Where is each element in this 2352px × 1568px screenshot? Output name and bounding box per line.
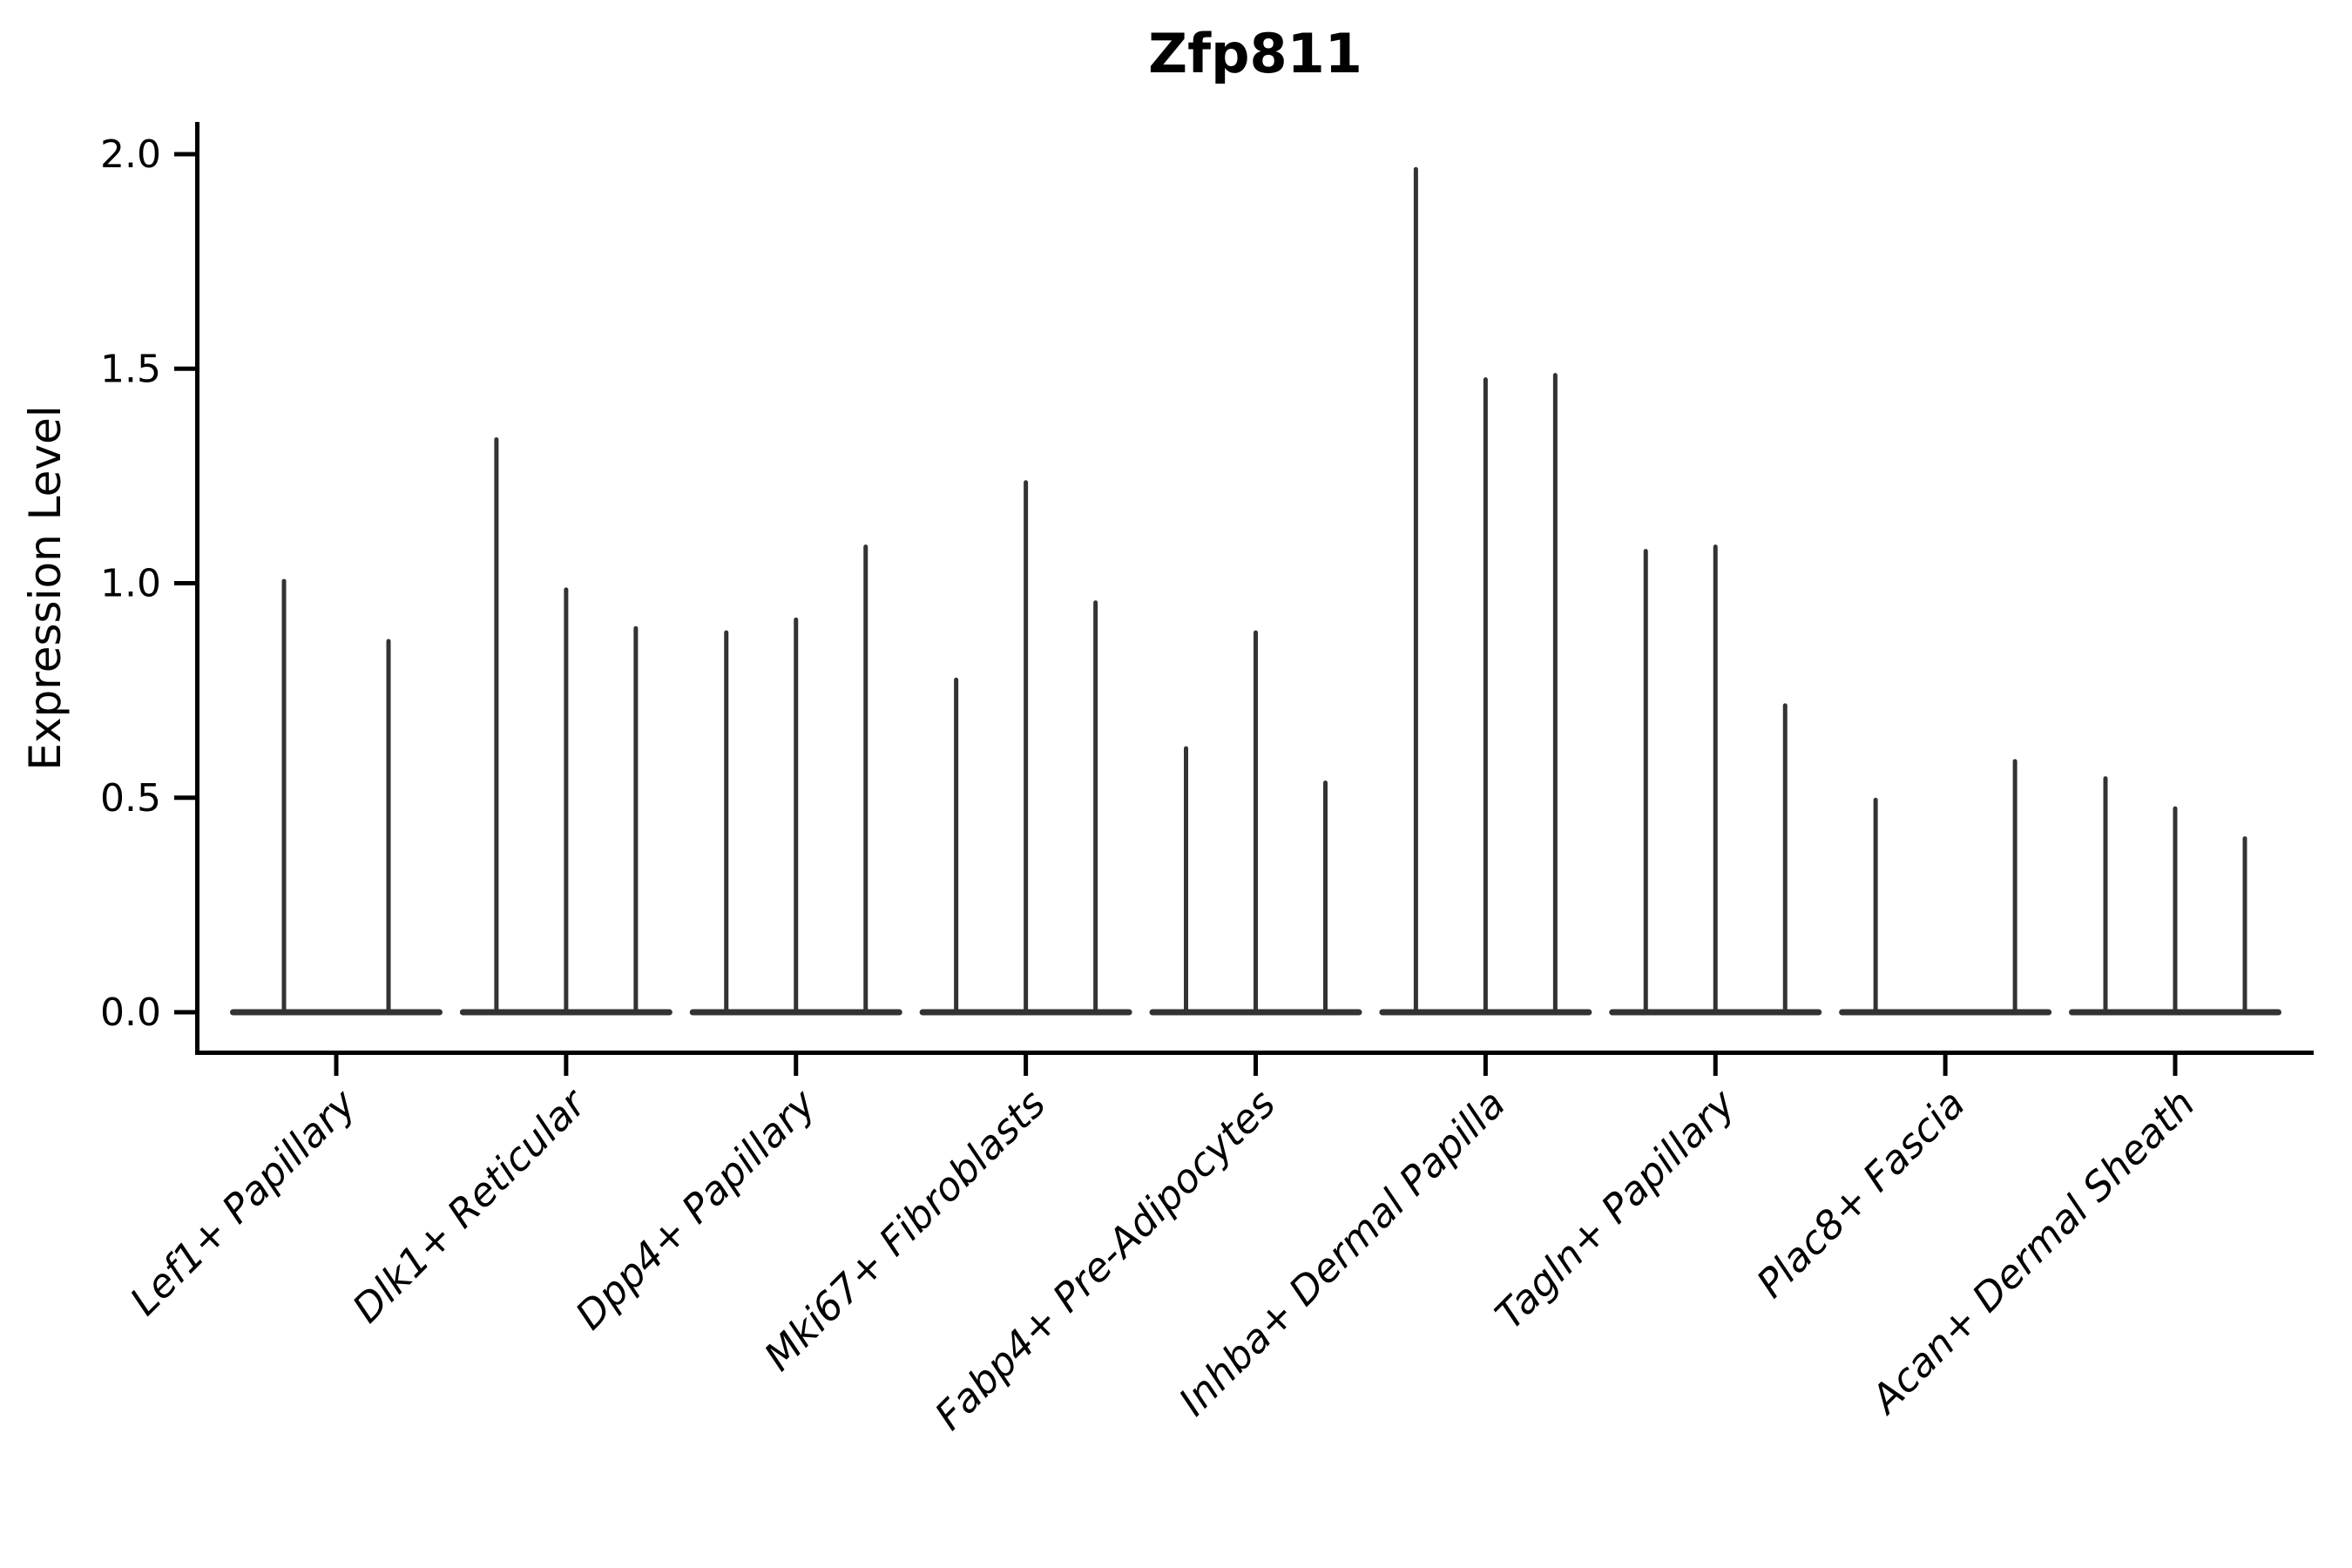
- violin-spike: [1873, 797, 1878, 1016]
- x-tick: [564, 1055, 569, 1076]
- violin-spike: [2173, 806, 2178, 1016]
- x-tick: [1254, 1055, 1258, 1076]
- x-axis-label: Lef1+ Papillary: [121, 1079, 366, 1324]
- y-tick: [174, 581, 195, 585]
- x-axis-label: Tagln+ Papillary: [1486, 1079, 1745, 1338]
- y-tick-label: 0.5: [100, 776, 161, 821]
- violin-spike: [1782, 703, 1788, 1016]
- x-tick: [2173, 1055, 2178, 1076]
- violin-spike: [1024, 480, 1029, 1016]
- violin-spike: [1413, 166, 1418, 1016]
- chart-title: Zfp811: [1148, 22, 1362, 85]
- violin-spike: [386, 639, 391, 1016]
- violin-spike: [1713, 544, 1718, 1016]
- y-tick-label: 1.5: [100, 347, 161, 391]
- violin-spike: [1093, 600, 1098, 1016]
- violin-spike: [2242, 836, 2247, 1016]
- violin-spike: [633, 625, 639, 1016]
- violin-spike: [564, 587, 569, 1016]
- violin-spike: [1552, 373, 1558, 1016]
- y-tick: [174, 366, 195, 371]
- violin-spike: [1254, 630, 1258, 1016]
- x-tick: [1483, 1055, 1488, 1076]
- y-tick-label: 2.0: [100, 132, 161, 177]
- x-axis-label: Plac8+ Fascia: [1747, 1080, 1974, 1307]
- violin-spike: [1643, 549, 1648, 1016]
- violin-spike: [794, 617, 799, 1016]
- x-tick: [1024, 1055, 1029, 1076]
- x-tick: [1713, 1055, 1718, 1076]
- violin-spike: [863, 544, 868, 1016]
- violin-spike: [281, 578, 287, 1016]
- x-tick: [334, 1055, 339, 1076]
- x-tick: [794, 1055, 799, 1076]
- y-tick-label: 1.0: [100, 562, 161, 606]
- violin-spike: [724, 630, 729, 1016]
- x-axis-spine: [195, 1051, 2314, 1055]
- violin-spike: [2103, 776, 2108, 1016]
- y-axis-spine: [195, 122, 199, 1055]
- violin-spike: [1323, 781, 1328, 1016]
- violin-spike: [1483, 377, 1488, 1016]
- violin-spike: [954, 677, 959, 1016]
- violin-baseline: [1839, 1009, 2052, 1016]
- x-axis-label: Dpp4+ Papillary: [566, 1079, 825, 1338]
- violin-spike: [494, 437, 499, 1016]
- y-tick: [174, 152, 195, 157]
- violin-spike: [1184, 746, 1188, 1016]
- violin-spike: [2012, 759, 2017, 1016]
- y-tick: [174, 795, 195, 801]
- violin-baseline: [230, 1009, 443, 1016]
- y-tick: [174, 1010, 195, 1015]
- x-axis-label: Dlk1+ Reticular: [343, 1079, 596, 1332]
- x-tick: [1943, 1055, 1948, 1076]
- y-tick-label: 0.0: [100, 990, 161, 1035]
